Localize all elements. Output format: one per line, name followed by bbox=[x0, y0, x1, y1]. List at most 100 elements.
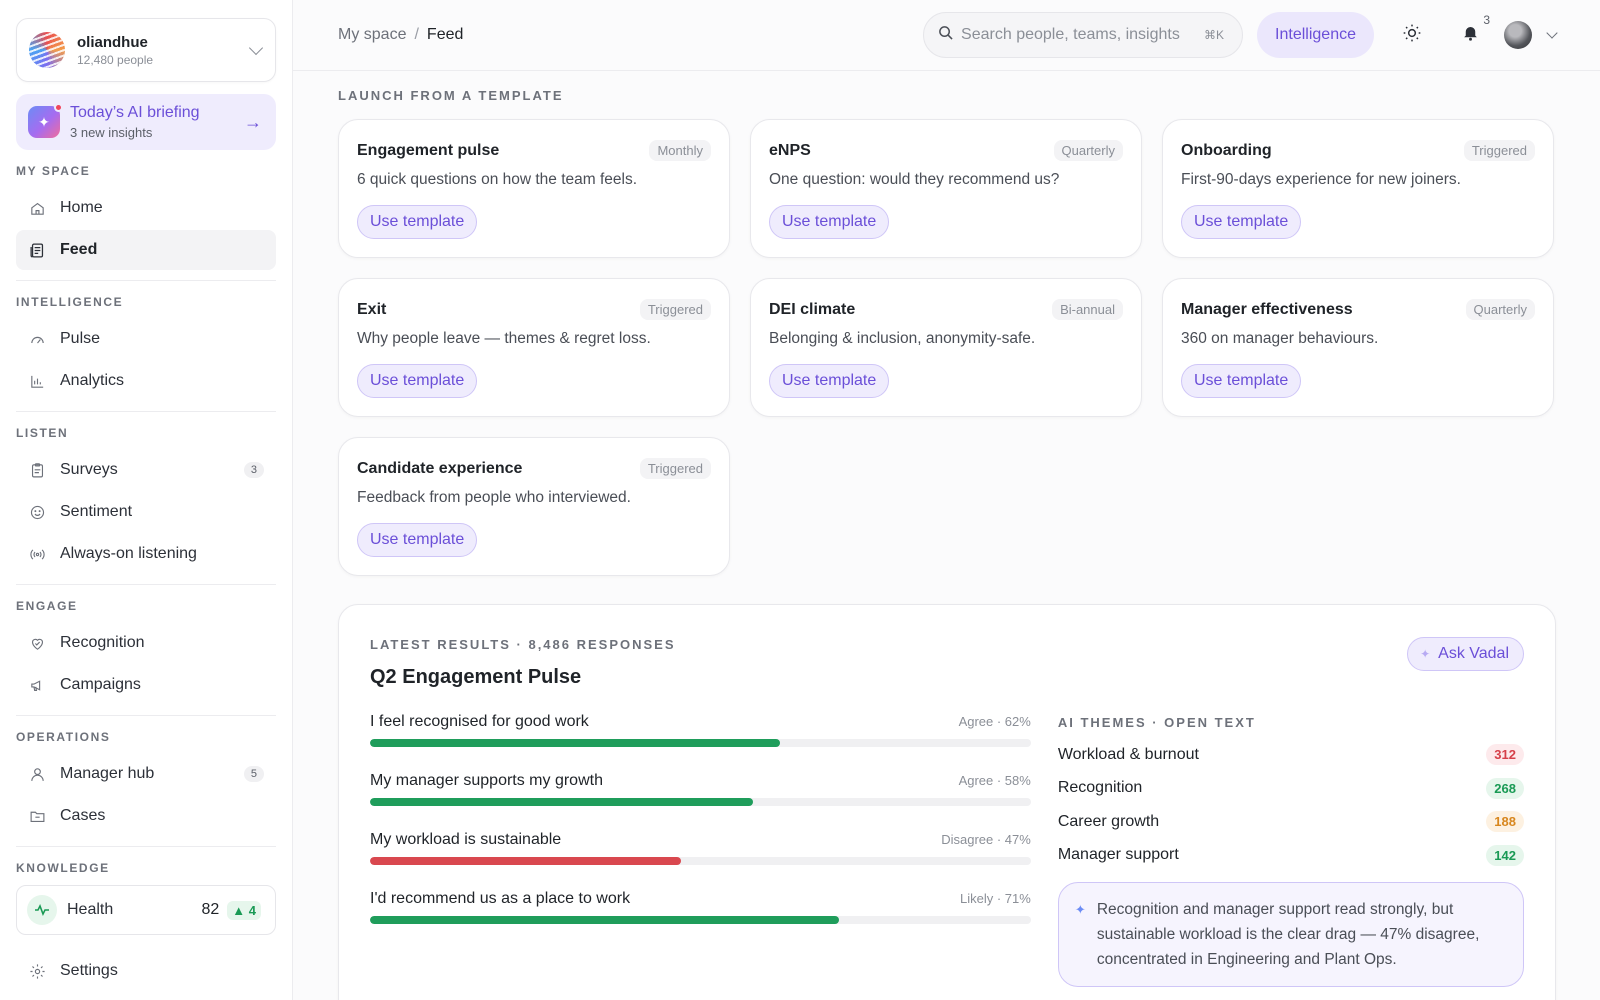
sidebar-item-cases[interactable]: Cases bbox=[16, 796, 276, 836]
chevron-down-icon[interactable] bbox=[1546, 27, 1558, 39]
question-value: Agree · 58% bbox=[958, 773, 1031, 788]
use-template-button[interactable]: Use template bbox=[1181, 205, 1302, 239]
broadcast-icon bbox=[28, 545, 46, 563]
smile-icon bbox=[28, 503, 46, 521]
template-description: 6 quick questions on how the team feels. bbox=[357, 171, 638, 188]
health-delta-value: 4 bbox=[248, 902, 256, 918]
notifications-button[interactable]: 3 bbox=[1450, 13, 1490, 55]
question-result-row: My manager supports my growth Agree · 58% bbox=[370, 772, 1031, 806]
progress-track bbox=[370, 857, 1031, 865]
sidebar-item-campaigns[interactable]: Campaigns bbox=[16, 665, 276, 705]
sidebar-item-sentiment[interactable]: Sentiment bbox=[16, 492, 276, 532]
sidebar-item-label: Always-on listening bbox=[60, 545, 197, 562]
theme-name: Manager support bbox=[1057, 846, 1179, 864]
sidebar-item-always-on-listening[interactable]: Always-on listening bbox=[16, 534, 276, 574]
health-score: 82 bbox=[201, 901, 220, 918]
feed-icon bbox=[28, 241, 46, 259]
themes-label: AI THEMES · OPEN TEXT bbox=[1057, 715, 1256, 730]
section-label-operations: OPERATIONS bbox=[16, 730, 111, 744]
avatar[interactable] bbox=[1504, 21, 1532, 49]
sidebar-item-recognition[interactable]: Recognition bbox=[16, 623, 276, 663]
sidebar-item-label: Surveys bbox=[60, 461, 118, 478]
use-template-button[interactable]: Use template bbox=[357, 205, 478, 239]
theme-toggle-button[interactable] bbox=[1392, 15, 1432, 55]
use-template-button[interactable]: Use template bbox=[769, 364, 890, 398]
cadence-badge: Triggered bbox=[639, 458, 711, 479]
theme-name: Workload & burnout bbox=[1057, 745, 1199, 763]
template-description: Belonging & inclusion, anonymity-safe. bbox=[769, 330, 1036, 347]
use-template-button[interactable]: Use template bbox=[357, 523, 478, 557]
section-label-templates: LAUNCH FROM A TEMPLATE bbox=[338, 88, 564, 103]
org-logo bbox=[29, 32, 65, 68]
pulse-icon bbox=[27, 895, 57, 925]
theme-row-career-growth[interactable]: Career growth 188 bbox=[1058, 805, 1524, 839]
use-template-button[interactable]: Use template bbox=[769, 205, 890, 239]
theme-name: Career growth bbox=[1057, 812, 1160, 830]
megaphone-icon bbox=[28, 676, 46, 694]
sidebar-item-settings[interactable]: Settings bbox=[16, 951, 276, 991]
template-card-onboarding: Onboarding Triggered First-90-days experie… bbox=[1162, 119, 1554, 258]
theme-row-manager-support[interactable]: Manager support 142 bbox=[1058, 839, 1524, 873]
sidebar-item-surveys[interactable]: Surveys 3 bbox=[16, 450, 276, 490]
sun-icon bbox=[1402, 23, 1422, 48]
question-result-row: I'd recommend us as a place to work Likel… bbox=[370, 890, 1031, 924]
template-card-engagement-pulse: Engagement pulse Monthly 6 quick questions… bbox=[338, 119, 730, 258]
template-title: Manager effectiveness bbox=[1181, 300, 1353, 318]
sidebar-item-label: Pulse bbox=[60, 330, 101, 347]
sidebar-item-label: Cases bbox=[60, 807, 106, 824]
ai-insight-text: Recognition and manager support read str… bbox=[1096, 901, 1480, 968]
breadcrumb-my-space[interactable]: My space bbox=[338, 26, 407, 43]
sidebar-item-label: Recognition bbox=[60, 634, 145, 651]
chart-icon bbox=[28, 372, 46, 390]
briefing-subtitle: 3 new insights bbox=[70, 125, 153, 140]
search-input[interactable]: Search people, teams, insights ⌘K bbox=[923, 12, 1244, 58]
question-value: Disagree · 47% bbox=[941, 832, 1031, 847]
template-card-candidate-experience: Candidate experience Triggered Feedback fr… bbox=[338, 437, 730, 576]
sidebar-item-pulse[interactable]: Pulse bbox=[16, 319, 276, 359]
intelligence-button[interactable]: Intelligence bbox=[1257, 12, 1374, 58]
ask-vadal-button[interactable]: ✦ Ask Vadal bbox=[1407, 637, 1524, 671]
triangle-up-icon: ▲ bbox=[232, 902, 246, 918]
cadence-badge: Triggered bbox=[1463, 140, 1535, 161]
question-value: Agree · 62% bbox=[958, 714, 1031, 729]
theme-row-recognition[interactable]: Recognition 268 bbox=[1058, 772, 1524, 806]
results-title: Q2 Engagement Pulse bbox=[370, 666, 582, 688]
briefing-title: Today’s AI briefing bbox=[70, 104, 200, 121]
progress-fill bbox=[370, 916, 840, 924]
use-template-button[interactable]: Use template bbox=[357, 364, 478, 398]
health-widget[interactable]: Health 82 ▲ 4 bbox=[16, 885, 276, 935]
bell-icon bbox=[1461, 23, 1480, 47]
theme-row-workload-burnout[interactable]: Workload & burnout 312 bbox=[1058, 738, 1524, 772]
results-label: LATEST RESULTS · 8,486 RESPONSES bbox=[370, 637, 676, 652]
sidebar-nav: MY SPACE Home Feed INTELLIGENCE Pulse Analyti… bbox=[16, 164, 276, 836]
template-title: eNPS bbox=[769, 141, 811, 159]
org-switcher[interactable]: oliandhue 12,480 people bbox=[16, 18, 276, 82]
sidebar-item-feed[interactable]: Feed bbox=[16, 230, 276, 270]
divider bbox=[16, 411, 276, 412]
use-template-button[interactable]: Use template bbox=[1181, 364, 1302, 398]
sparkle-icon: ✦ bbox=[1074, 902, 1086, 917]
sidebar-item-analytics[interactable]: Analytics bbox=[16, 361, 276, 401]
sparkle-icon: ✦ bbox=[1420, 647, 1431, 661]
question-results: I feel recognised for good work Agree · 6… bbox=[370, 713, 1031, 987]
count-badge: 5 bbox=[243, 766, 264, 782]
section-label-knowledge: KNOWLEDGE bbox=[16, 861, 110, 875]
sidebar-item-label: Campaigns bbox=[60, 676, 141, 693]
clipboard-icon bbox=[28, 461, 46, 479]
theme-count-badge: 188 bbox=[1486, 811, 1524, 833]
ai-briefing-card[interactable]: ✦ Today’s AI briefing 3 new insights → bbox=[16, 94, 276, 150]
template-title: Exit bbox=[357, 300, 387, 318]
notification-count: 3 bbox=[1483, 13, 1490, 27]
cadence-badge: Monthly bbox=[649, 140, 711, 161]
chevron-down-icon bbox=[248, 40, 264, 55]
theme-count-badge: 268 bbox=[1486, 777, 1524, 799]
user-icon bbox=[28, 765, 46, 783]
template-card-exit: Exit Triggered Why people leave — themes &… bbox=[338, 278, 730, 417]
org-people-count: 12,480 people bbox=[77, 52, 154, 67]
sidebar-item-home[interactable]: Home bbox=[16, 188, 276, 228]
template-card-enps: eNPS Quarterly One question: would they re… bbox=[750, 119, 1142, 258]
theme-name: Recognition bbox=[1057, 779, 1143, 797]
cadence-badge: Triggered bbox=[639, 299, 711, 320]
template-card-dei-climate: DEI climate Bi-annual Belonging & inclusio… bbox=[750, 278, 1142, 417]
sidebar-item-manager-hub[interactable]: Manager hub 5 bbox=[16, 754, 276, 794]
